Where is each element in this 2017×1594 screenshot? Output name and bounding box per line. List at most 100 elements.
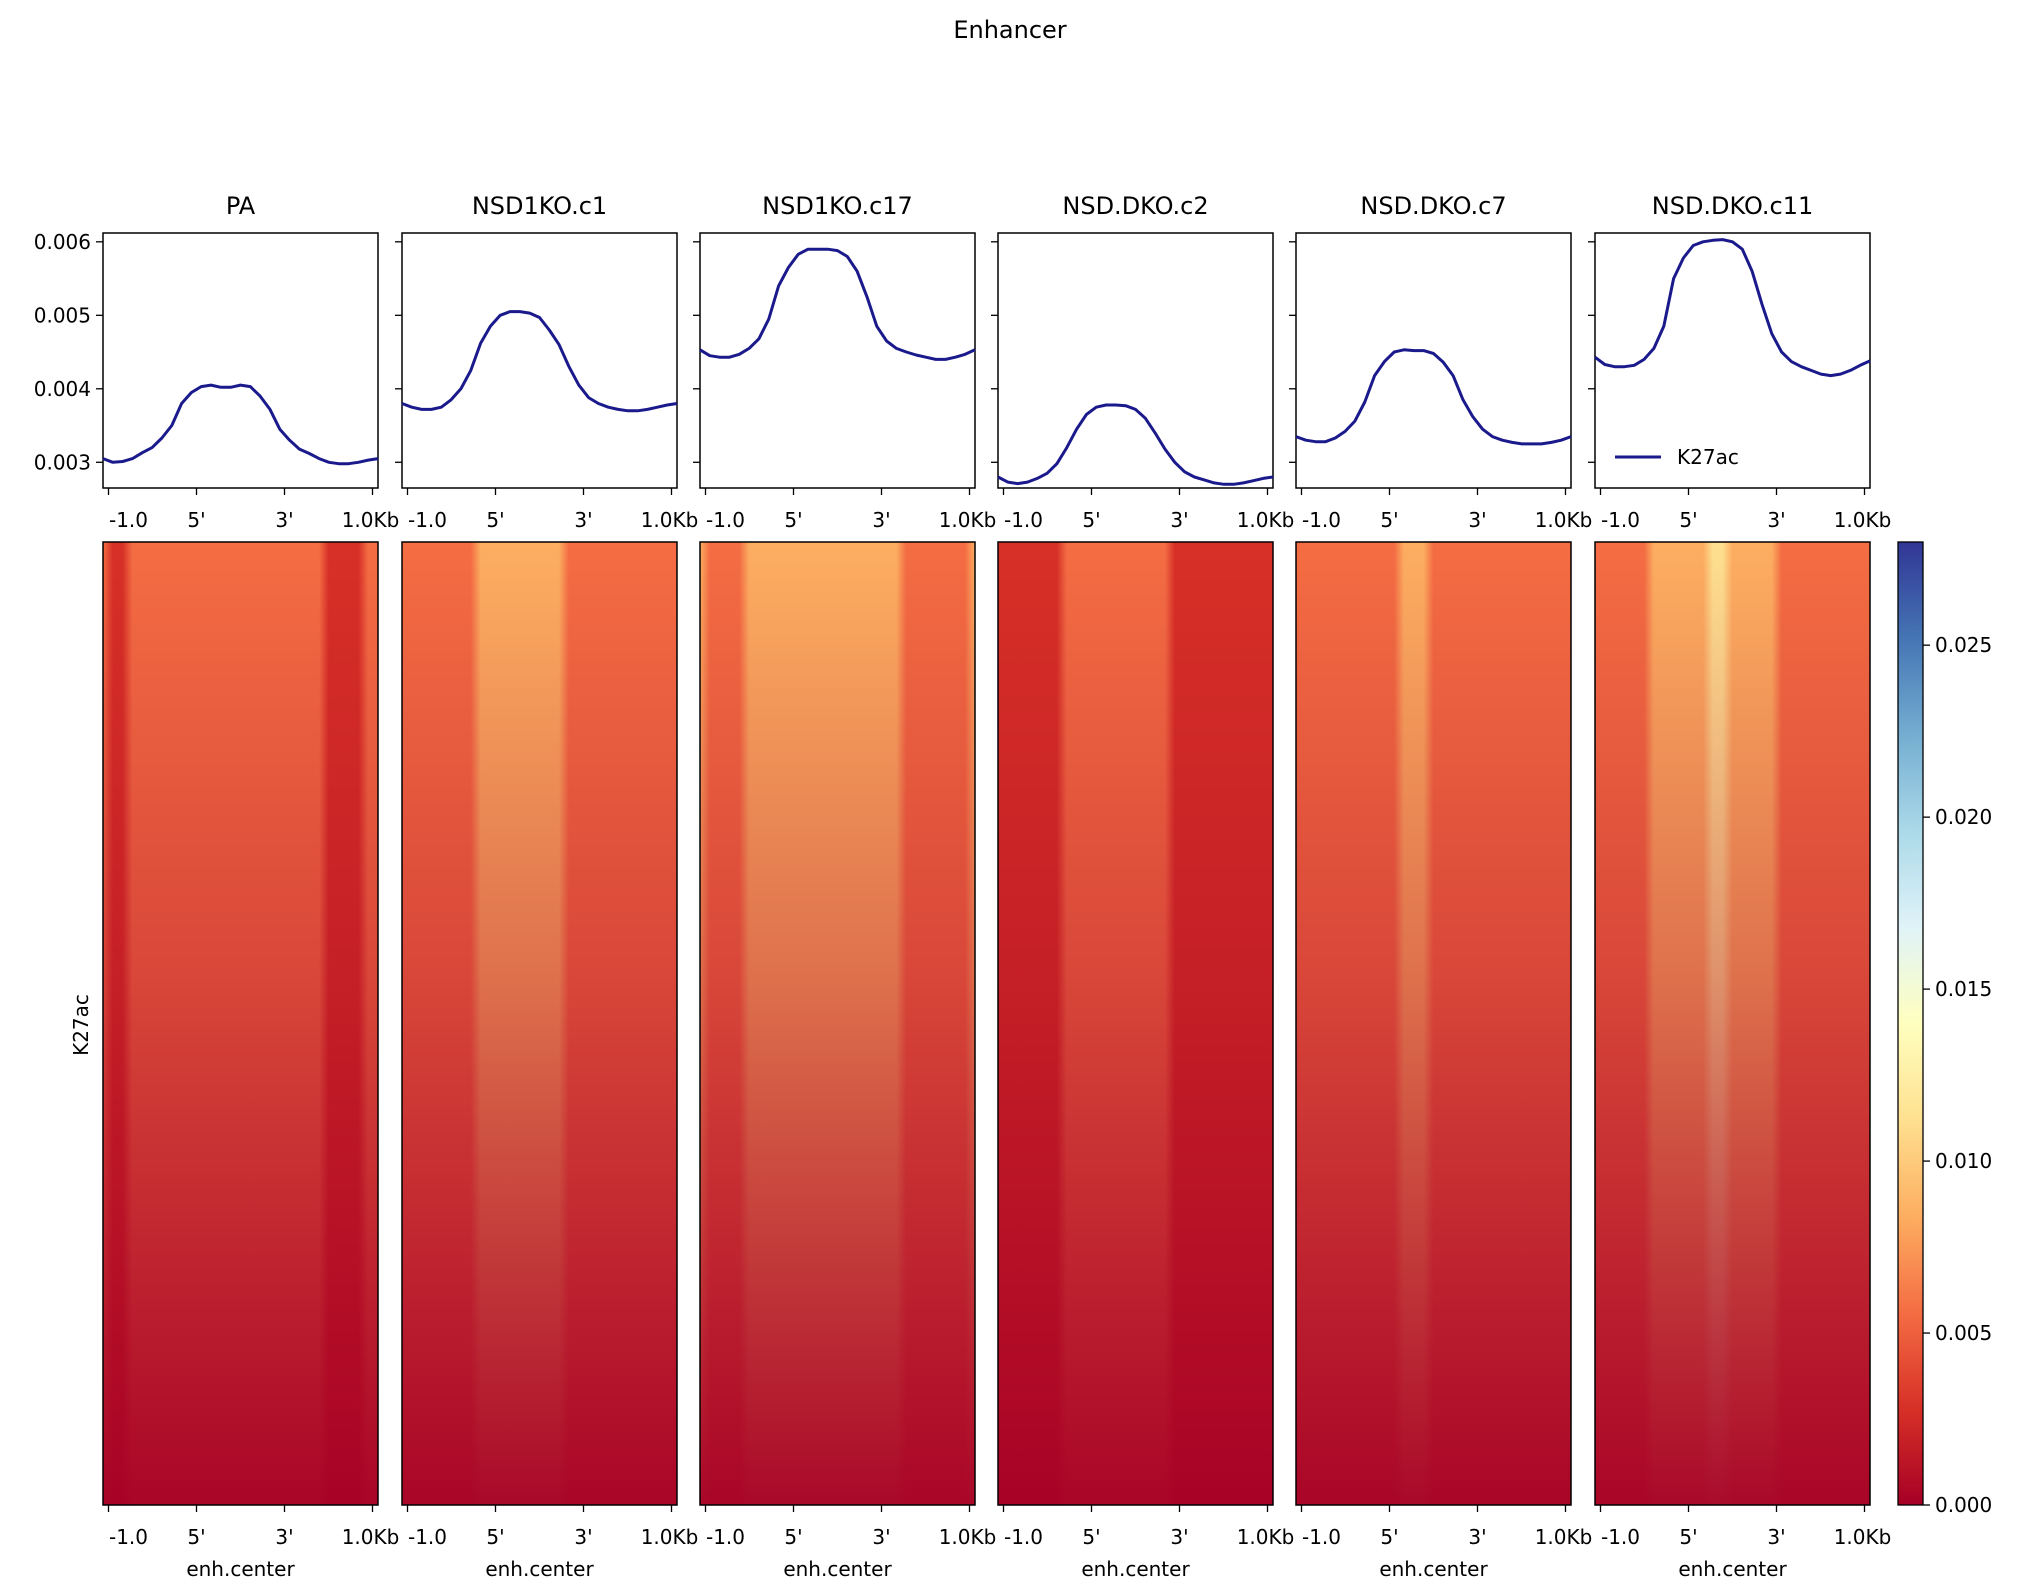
panel-title: NSD.DKO.c7 [1360,192,1506,220]
panel-title: NSD1KO.c17 [762,192,913,220]
x-axis-label: enh.center [186,1557,295,1581]
profile-frame [997,232,1274,489]
panel-title: NSD.DKO.c2 [1062,192,1208,220]
heatmap-frame [699,541,976,1506]
row-label: K27ac [69,994,93,1056]
x-tick-label: 5' [1380,508,1398,532]
x-tick-label: 1.0Kb [1834,508,1892,532]
profile-line [997,403,1274,486]
y-tick-label: 0.004 [34,377,91,401]
heatmap-fade [103,542,378,1505]
heatmap-fade [1296,542,1571,1505]
x-tick-label: -1.0 [408,1525,447,1549]
legend-label: K27ac [1677,445,1739,469]
colorbar-tick-label: 0.000 [1935,1493,1992,1517]
y-tick-label: 0.006 [34,230,91,254]
x-tick-label: -1.0 [1004,508,1043,532]
y-tick-label: 0.005 [34,303,91,327]
x-tick-label: 5' [486,1525,504,1549]
colorbar-tick-label: 0.020 [1935,805,1992,829]
x-tick-label: 3' [574,508,592,532]
heatmap-fade [402,542,677,1505]
colorbar: 0.000 0.005 0.010 0.015 0.020 0.025 [1897,541,1992,1517]
heatmap-frame [102,541,379,1506]
x-tick-label: -1.0 [706,508,745,532]
x-tick-label: 3' [1767,508,1785,532]
heatmap-frame [1594,541,1871,1506]
x-tick-label: 1.0Kb [342,508,400,532]
panel-6: NSD.DKO.c11 -1.0 5' 3' 1.0Kb K27ac -1.0 5' 3' 1.0… [1588,192,1891,1581]
x-tick-label: 3' [1170,508,1188,532]
x-tick-label: -1.0 [1601,1525,1640,1549]
panel-4: NSD.DKO.c2 -1.0 5' 3' 1.0Kb -1.0 5' 3' 1.0Kb enh.… [991,192,1294,1581]
x-tick-label: 5' [1082,1525,1100,1549]
panel-3: NSD1KO.c17 -1.0 5' 3' 1.0Kb -1.0 5' 3' 1.0Kb enh.… [693,192,996,1581]
x-tick-label: 5' [187,508,205,532]
x-tick-label: 3' [872,508,890,532]
panel-title: PA [226,192,256,220]
x-tick-label: 3' [1767,1525,1785,1549]
x-tick-label: 1.0Kb [342,1525,400,1549]
panels: PA 0.003 0.004 0.005 0.006 -1.0 5' 3' 1.0Kb -1.0 5… [34,192,1892,1581]
x-tick-label: 1.0Kb [1237,508,1295,532]
x-tick-label: 3' [574,1525,592,1549]
x-tick-label: 1.0Kb [939,508,997,532]
colorbar-tick-label: 0.015 [1935,977,1992,1001]
colorbar-tick-label: 0.010 [1935,1149,1992,1173]
x-tick-label: 3' [275,1525,293,1549]
figure-title: Enhancer [953,16,1066,44]
profile-line [102,383,379,466]
profile-line [699,247,976,361]
x-tick-label: 5' [1380,1525,1398,1549]
x-tick-label: 1.0Kb [641,508,699,532]
x-tick-label: -1.0 [408,508,447,532]
heatmap-frame [1295,541,1572,1506]
panel-title: NSD1KO.c1 [472,192,607,220]
heatmap-fade [1595,542,1870,1505]
panel-1: PA 0.003 0.004 0.005 0.006 -1.0 5' 3' 1.0Kb -1.0 5… [34,192,400,1581]
x-tick-label: 5' [1679,1525,1697,1549]
heatmap-fade [700,542,975,1505]
x-tick-label: 5' [784,1525,802,1549]
profile-frame [1295,232,1572,489]
panel-5: NSD.DKO.c7 -1.0 5' 3' 1.0Kb -1.0 5' 3' 1.0Kb enh.… [1289,192,1592,1581]
x-tick-label: -1.0 [1302,1525,1341,1549]
x-tick-label: 1.0Kb [641,1525,699,1549]
x-tick-label: 5' [486,508,504,532]
y-tick-label: 0.003 [34,450,91,474]
x-axis-label: enh.center [783,1557,892,1581]
x-tick-label: 3' [1468,508,1486,532]
colorbar-tick-label: 0.025 [1935,633,1992,657]
colorbar-tick-label: 0.005 [1935,1321,1992,1345]
x-axis-label: enh.center [1678,1557,1787,1581]
profile-line [1295,348,1572,446]
x-tick-label: -1.0 [1601,508,1640,532]
x-tick-label: 5' [187,1525,205,1549]
heatmap-frame [997,541,1274,1506]
x-tick-label: 1.0Kb [1834,1525,1892,1549]
heatmap-frame [401,541,678,1506]
profile-frame [401,232,678,489]
x-tick-label: 3' [275,508,293,532]
profile-frame [102,232,379,489]
panel-2: NSD1KO.c1 -1.0 5' 3' 1.0Kb -1.0 5' 3' 1.0Kb enh.c… [395,192,698,1581]
profile-line [1594,238,1871,378]
x-tick-label: 5' [784,508,802,532]
x-tick-label: 1.0Kb [1535,508,1593,532]
colorbar-scale [1897,541,1924,1506]
x-axis-label: enh.center [485,1557,594,1581]
x-tick-label: -1.0 [1004,1525,1043,1549]
x-tick-label: 3' [1468,1525,1486,1549]
x-tick-label: 5' [1679,508,1697,532]
x-axis-label: enh.center [1081,1557,1190,1581]
x-tick-label: 1.0Kb [1535,1525,1593,1549]
x-tick-label: -1.0 [109,508,148,532]
x-tick-label: -1.0 [706,1525,745,1549]
profile-line [401,310,678,413]
x-tick-label: 3' [872,1525,890,1549]
x-axis-label: enh.center [1379,1557,1488,1581]
profile-frame [699,232,976,489]
x-tick-label: -1.0 [1302,508,1341,532]
x-tick-label: 1.0Kb [939,1525,997,1549]
